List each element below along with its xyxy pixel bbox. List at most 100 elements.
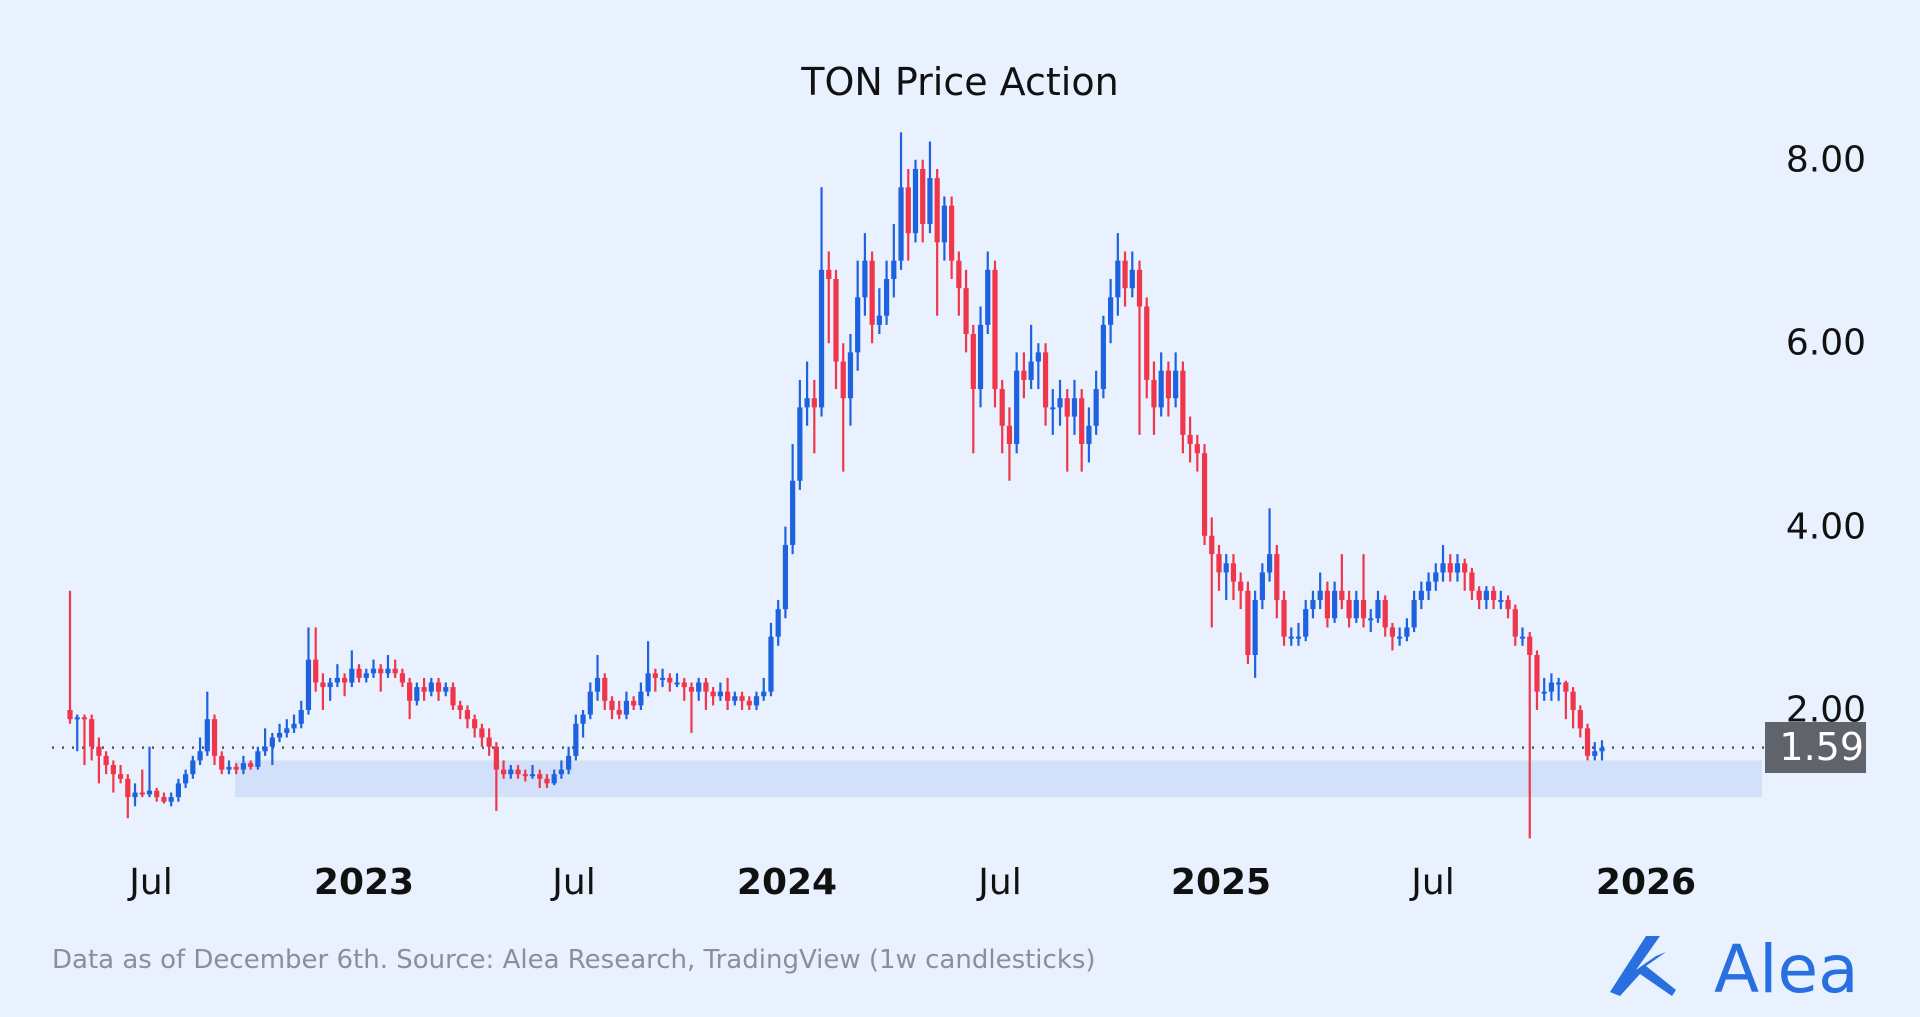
candle-body (696, 682, 702, 692)
candle-body (1129, 269, 1135, 289)
x-tick-label: Jul (1411, 862, 1455, 903)
candle-body (183, 774, 189, 784)
candle (428, 677, 434, 697)
x-tick-label: 2026 (1595, 862, 1697, 903)
candle (363, 668, 369, 683)
candle (233, 763, 239, 775)
candle-body (609, 700, 615, 710)
candle-body (631, 700, 637, 706)
candle (305, 627, 312, 715)
candle-body (363, 673, 369, 678)
candle (154, 787, 160, 802)
candle (74, 714, 80, 752)
candles-group (67, 132, 1605, 839)
candle (1093, 370, 1099, 435)
candle-body (927, 178, 933, 224)
candle-body (1086, 425, 1092, 445)
candle-body (1324, 590, 1330, 619)
candle-body (1397, 636, 1403, 639)
candle-body (1115, 260, 1121, 298)
x-tick-label: 2023 (313, 862, 415, 903)
candle-body (985, 269, 991, 325)
candle (898, 132, 904, 270)
alea-logo-text: Alea (1714, 931, 1859, 1000)
candle (1209, 517, 1215, 628)
candle (1570, 687, 1576, 729)
candle (1512, 604, 1518, 646)
candle-body (1064, 398, 1070, 417)
candle (768, 622, 774, 697)
candle (1014, 352, 1020, 454)
candle-body (1563, 682, 1569, 692)
candle-body (992, 269, 998, 390)
candle (544, 774, 550, 788)
candle-body (1151, 379, 1157, 408)
candle-body (970, 334, 976, 390)
candle-body (790, 480, 796, 545)
candle-body (450, 687, 456, 706)
candle-body (399, 673, 406, 683)
candle-body (1584, 728, 1591, 756)
candle-body (645, 673, 651, 692)
candle (732, 691, 738, 706)
candle (811, 379, 817, 454)
candle-body (204, 719, 210, 752)
candle (710, 687, 716, 706)
candle (999, 379, 1005, 454)
candle-body (797, 407, 803, 481)
y-tick-label: 8.00 (1785, 139, 1866, 181)
candle (291, 714, 297, 733)
candle (1505, 595, 1511, 619)
candle-body (1209, 535, 1215, 555)
candle (1194, 434, 1200, 472)
candle (645, 641, 651, 697)
candle-body (898, 187, 904, 261)
candle (1310, 590, 1316, 619)
candle (414, 682, 420, 706)
candle (378, 664, 384, 692)
candle-body (1021, 370, 1027, 380)
candle-body (1071, 398, 1078, 417)
candle-body (1303, 609, 1309, 637)
candle (1440, 544, 1446, 582)
candle (1433, 563, 1439, 591)
candle (457, 700, 463, 720)
candle (1108, 279, 1114, 344)
candle-body (1028, 361, 1034, 380)
candle-body (1570, 691, 1576, 710)
candle (508, 765, 514, 779)
candle-body (999, 389, 1005, 426)
candle (1295, 622, 1302, 646)
candle-body (703, 682, 709, 692)
candle (493, 742, 499, 811)
candle (551, 769, 557, 786)
candle-body (833, 279, 839, 362)
candle (1173, 352, 1179, 408)
candle (681, 677, 687, 701)
candle-body (1433, 572, 1439, 582)
candle (464, 705, 471, 729)
candle (342, 673, 348, 697)
candle-body (739, 696, 745, 701)
candle (739, 691, 745, 710)
candle-body (768, 636, 774, 692)
candle (515, 765, 521, 779)
candle-body (1491, 590, 1497, 600)
candle (1122, 251, 1128, 307)
candle-body (1050, 407, 1056, 410)
candle (1035, 343, 1041, 390)
candle (248, 760, 254, 770)
candle-body (826, 269, 832, 280)
candle-body (320, 682, 326, 688)
candle (1346, 590, 1352, 628)
candle-body (139, 792, 145, 795)
candle-body (840, 361, 846, 399)
candle (912, 159, 919, 243)
candle (472, 714, 478, 738)
candle-body (602, 677, 608, 701)
candle (703, 677, 709, 710)
candle (1180, 361, 1186, 454)
candle (1411, 590, 1417, 633)
candle-body (298, 710, 304, 724)
